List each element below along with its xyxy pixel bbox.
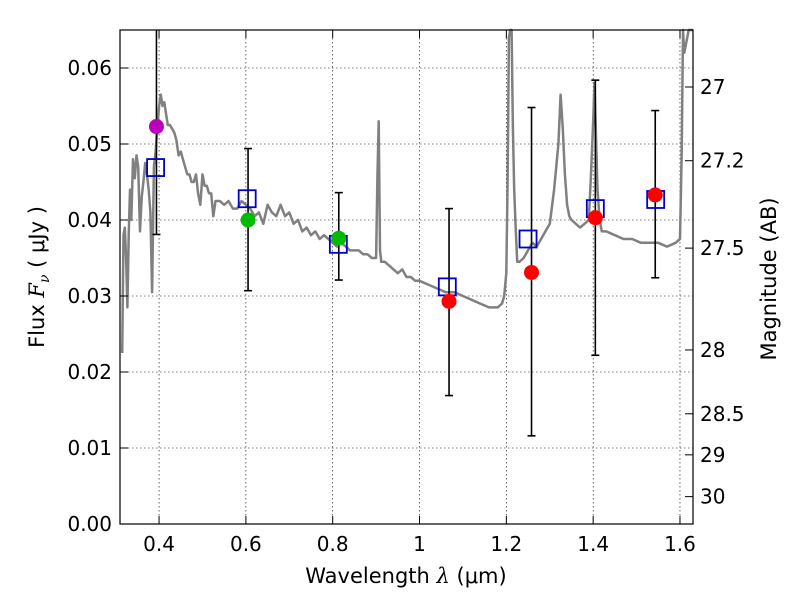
y-tick-label: 0.00 [67,512,112,536]
right-axis-label: Magnitude (AB) [757,197,781,360]
y-axis-ticks: 0.00 0.01 0.02 0.03 0.04 0.05 0.06 [67,56,128,536]
observed-photometry-point [587,210,603,226]
right-tick-label: 27 [700,75,725,99]
sed-model-line [120,28,693,354]
right-axis-ticks: 27 27.2 27.5 28 28.5 29 30 [685,75,745,509]
right-tick-label: 28.5 [700,402,745,426]
sed-model-curve [120,28,693,354]
observed-photometry-point [524,264,540,280]
y-tick-label: 0.03 [67,284,112,308]
model-photometry-square [518,229,538,249]
x-axis-ticks: 0.4 0.6 0.8 1 1.2 1.4 1.6 [143,30,696,556]
x-tick-label: 1.6 [664,532,696,556]
x-tick-label: 0.6 [230,532,262,556]
x-tick-label: 1 [413,532,426,556]
observed-photometry-markers [148,119,663,309]
right-tick-label: 28 [700,338,725,362]
plot-frame [119,29,694,525]
model-photometry-square [146,158,165,177]
y-tick-label: 0.04 [67,208,112,232]
y-tick-label: 0.02 [67,360,112,384]
observed-photometry-point [647,187,663,203]
observed-photometry-point [331,230,347,246]
right-tick-label: 27.2 [700,149,745,173]
x-tick-label: 1.2 [490,532,522,556]
x-tick-label: 0.4 [143,532,175,556]
observed-photometry-point [240,212,256,228]
x-axis-label: Wavelength λ (μm) [305,564,506,588]
x-tick-label: 1.4 [577,532,609,556]
right-tick-label: 27.5 [700,236,745,260]
x-tick-label: 0.8 [317,532,349,556]
right-tick-label: 29 [700,443,725,467]
y-tick-label: 0.06 [67,56,112,80]
model-photometry-square [237,189,257,209]
observed-photometry-point [148,119,164,135]
observed-photometry-point [441,293,457,309]
right-tick-label: 30 [700,485,725,509]
y-tick-label: 0.05 [67,132,112,156]
model-photometry-markers [146,158,666,297]
y-tick-label: 0.01 [67,436,112,460]
y-axis-label: Flux Fν ( μJy ) [25,206,53,348]
